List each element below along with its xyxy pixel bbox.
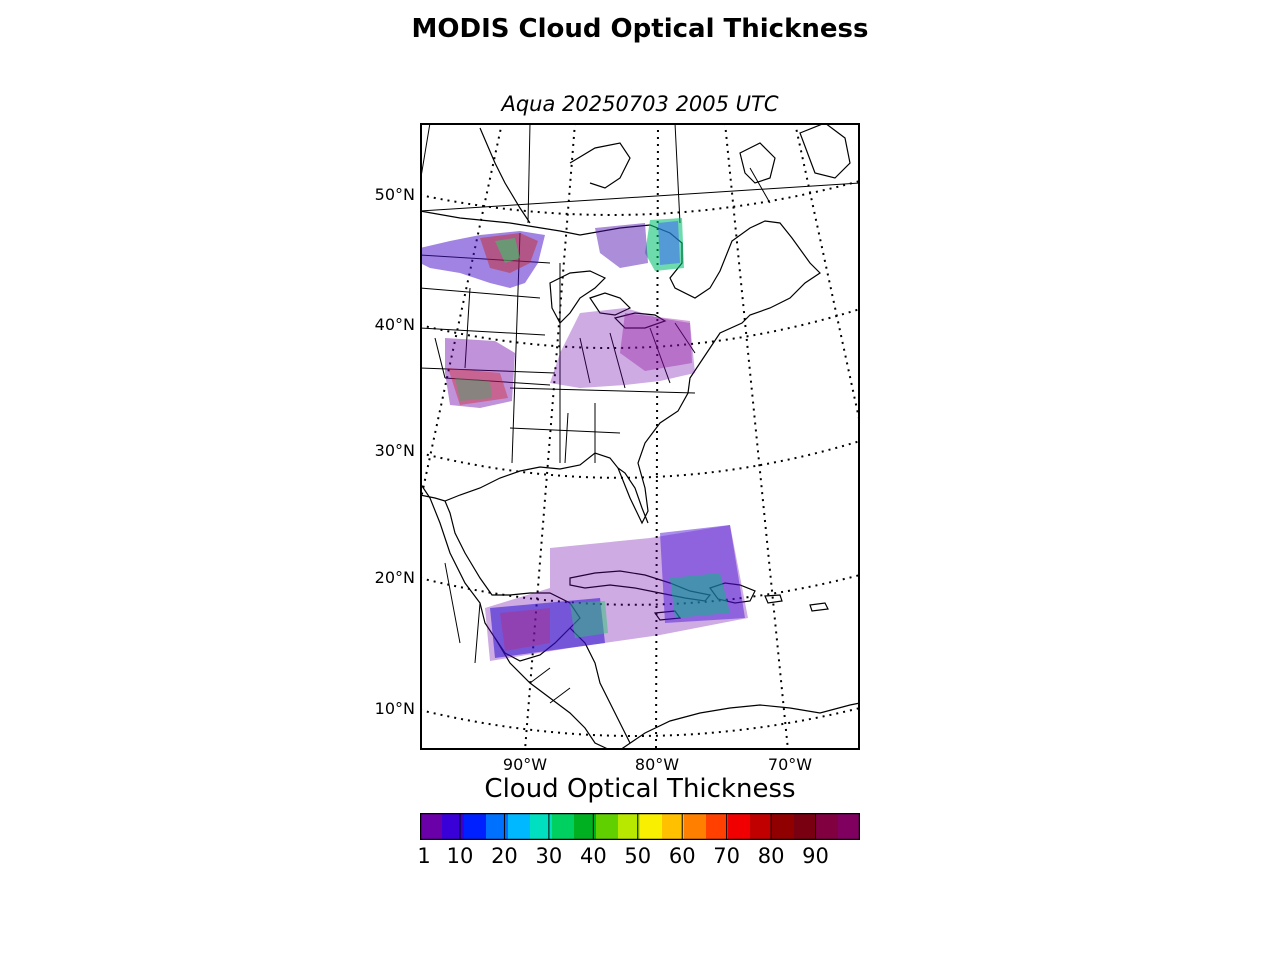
colorbar-tick-label: 30 [535, 844, 563, 868]
map-border [420, 123, 860, 750]
colorbar-segment [420, 813, 443, 840]
swath-southern-plains [445, 338, 515, 408]
swath-quebec [645, 218, 684, 271]
colorbar-segment [684, 813, 707, 840]
lat-label-20n: 20°N [374, 568, 415, 587]
colorbar-tick-lines [420, 813, 817, 840]
lon-label-90w: 90°W [502, 755, 548, 774]
colorbar-tick-label: 60 [668, 844, 696, 868]
lat-label-10n: 10°N [374, 699, 415, 718]
colorbar-segment [442, 813, 465, 840]
colorbar-segment [464, 813, 487, 840]
colorbar-segment [772, 813, 795, 840]
lat-label-50n: 50°N [374, 185, 415, 204]
gridline-100w [420, 123, 503, 504]
lat-label-40n: 40°N [374, 315, 415, 334]
colorbar-tick-label: 70 [713, 844, 741, 868]
colorbar-segment [574, 813, 597, 840]
colorbar [420, 813, 860, 840]
colorbar-tick-label: 20 [491, 844, 518, 868]
figure-subtitle: Aqua 20250703 2005 UTC [501, 92, 779, 116]
colorbar-segment [552, 813, 575, 840]
colorbar-segment [816, 813, 839, 840]
coastline-jamaica [653, 610, 682, 621]
coastline-central-america [494, 637, 611, 750]
colorbar-segment [508, 813, 531, 840]
colorbar-segment [728, 813, 751, 840]
coastlines [420, 123, 860, 750]
colorbar-border [420, 813, 860, 840]
colorbar-segments [420, 813, 860, 840]
colorbar-tick-label: 1 [417, 844, 431, 868]
lat-label-30n: 30°N [374, 441, 415, 460]
lon-label-70w: 70°W [767, 755, 813, 774]
cot-swaths [420, 218, 748, 661]
coastline-puerto-rico [764, 594, 783, 604]
colorbar-segment [794, 813, 817, 840]
colorbar-tick-label: 10 [446, 844, 474, 868]
colorbar-segment [640, 813, 663, 840]
colorbar-segment [618, 813, 641, 840]
colorbar-segment [706, 813, 729, 840]
colorbar-segment [662, 813, 685, 840]
colorbar-title: Cloud Optical Thickness [484, 774, 796, 804]
great-lakes [549, 270, 607, 324]
colorbar-segment [750, 813, 773, 840]
map-panel [420, 123, 860, 750]
gridline-70w [724, 123, 789, 750]
colorbar-segment [530, 813, 553, 840]
longitude-gridlines [420, 123, 860, 750]
lon-label-80w: 80°W [634, 755, 680, 774]
coastline-florida [617, 467, 649, 524]
colorbar-tick-label: 80 [757, 844, 785, 868]
colorbar-segment [838, 813, 860, 840]
colorbar-tick-label: 90 [802, 844, 829, 868]
colorbar-tick-label: 40 [579, 844, 607, 868]
colorbar-tick-label: 50 [624, 844, 652, 868]
swath-great-lakes [550, 308, 695, 388]
figure-title: MODIS Cloud Optical Thickness [411, 14, 869, 44]
coastline-south-america [619, 702, 860, 750]
colorbar-segment [486, 813, 509, 840]
political-borders [420, 123, 860, 704]
colorbar-segment [596, 813, 619, 840]
